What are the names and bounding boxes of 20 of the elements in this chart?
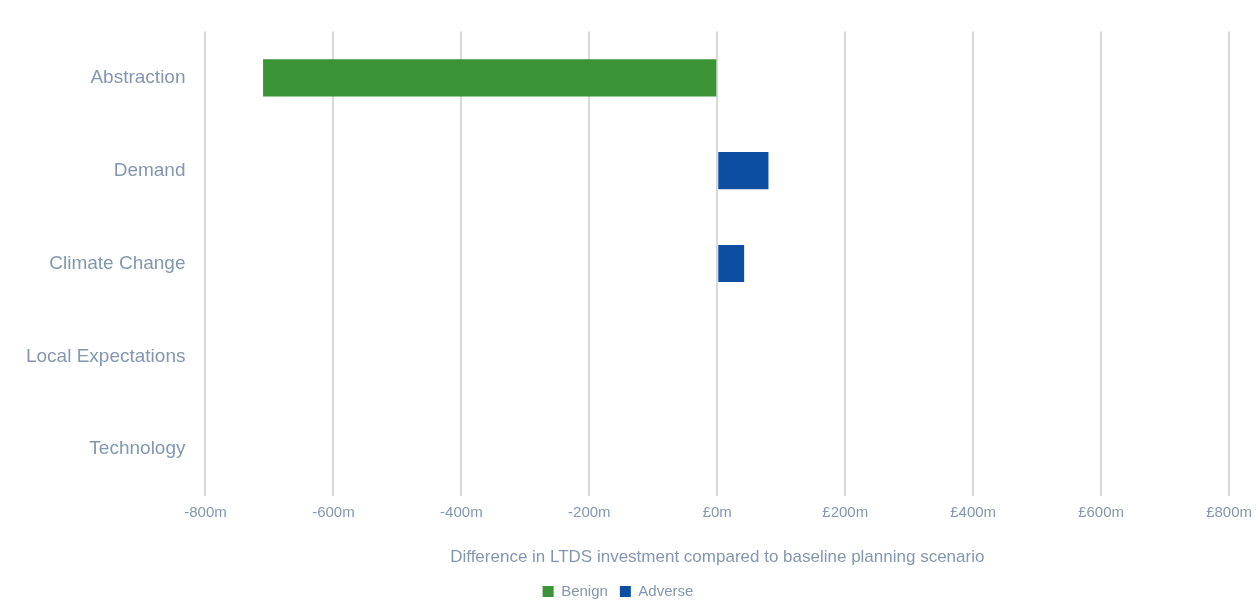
- x-tick-label: £800m: [1206, 502, 1253, 520]
- legend-label: Adverse: [638, 581, 694, 599]
- y-tick-label: Climate Change: [49, 251, 186, 273]
- y-tick-label: Abstraction: [90, 66, 186, 88]
- bar: [263, 59, 717, 97]
- bar: [718, 152, 769, 190]
- legend-label: Benign: [561, 581, 608, 599]
- x-tick-label: £0m: [702, 502, 732, 520]
- bar: [718, 244, 745, 283]
- x-tick-label: -800m: [184, 502, 227, 520]
- x-tick-label: -400m: [440, 502, 483, 520]
- x-tick-label: £400m: [950, 502, 997, 520]
- x-tick-label: £200m: [822, 502, 869, 520]
- x-tick-label: -600m: [312, 502, 355, 520]
- x-tick-label: -200m: [568, 502, 611, 520]
- x-tick-label: £600m: [1078, 502, 1125, 520]
- y-tick-label: Demand: [113, 158, 186, 180]
- y-tick-label: Local Expectations: [25, 344, 186, 366]
- x-axis-title: Difference in LTDS investment compared to baseline planning scenario: [450, 547, 985, 567]
- y-tick-label: Technology: [89, 437, 186, 459]
